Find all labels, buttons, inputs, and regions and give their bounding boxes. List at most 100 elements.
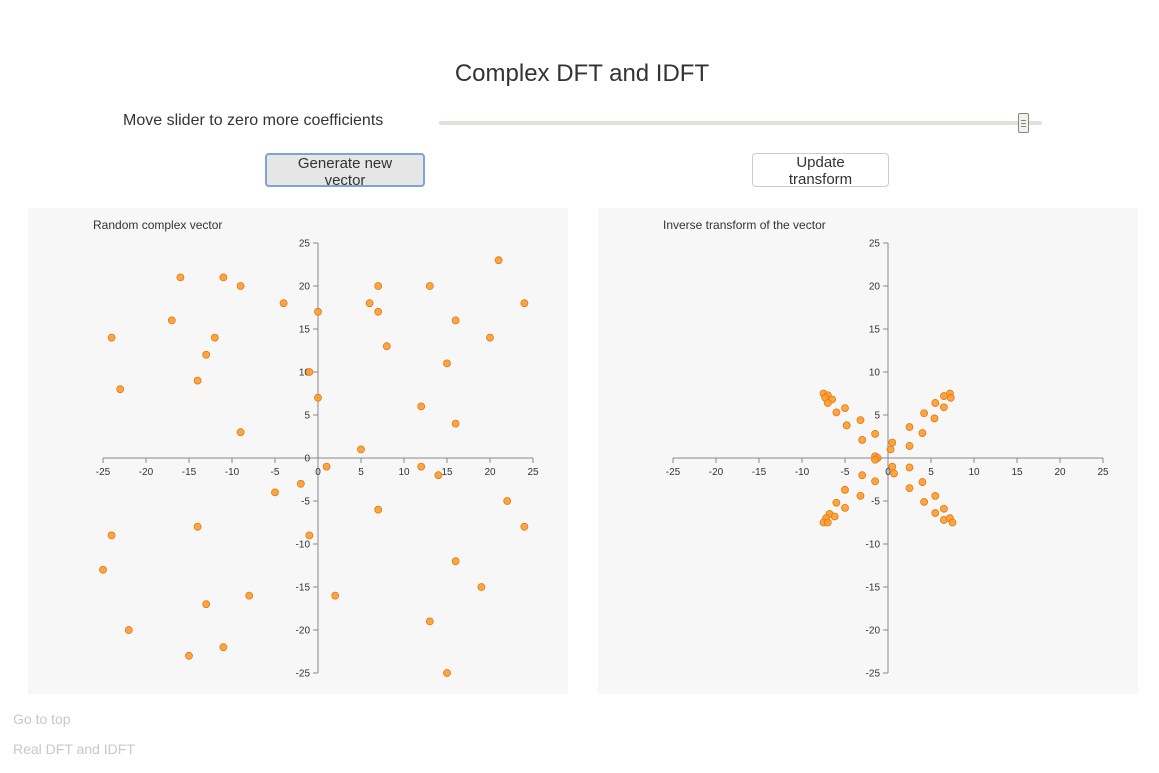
data-point	[888, 438, 897, 447]
y-tick-label: 0	[304, 454, 310, 465]
data-point	[939, 403, 948, 412]
data-point	[322, 462, 331, 471]
data-point	[920, 409, 929, 418]
real-dft-link[interactable]: Real DFT and IDFT	[13, 741, 135, 757]
y-tick-label: 15	[869, 325, 881, 336]
data-point	[124, 626, 133, 634]
data-point	[107, 531, 116, 540]
x-tick-label: 10	[398, 467, 410, 478]
x-tick-label: -25	[666, 467, 681, 478]
data-point	[477, 583, 486, 591]
data-point	[305, 368, 314, 376]
data-point	[858, 471, 867, 480]
data-point	[451, 316, 460, 325]
data-point	[193, 522, 202, 531]
data-point	[948, 518, 957, 527]
data-point	[219, 273, 228, 282]
x-tick-label: -10	[225, 467, 240, 478]
grip-line-icon	[1021, 123, 1026, 124]
x-tick-label: 20	[1054, 467, 1066, 478]
data-point	[271, 488, 279, 497]
data-point	[202, 600, 211, 609]
grip-line-icon	[1021, 120, 1026, 121]
data-point	[823, 518, 832, 527]
x-tick-label: -5	[271, 467, 280, 478]
x-tick-label: -5	[841, 467, 850, 478]
y-tick-label: 25	[299, 239, 311, 250]
data-point	[451, 419, 460, 428]
data-point	[494, 256, 503, 265]
data-point	[451, 557, 460, 566]
data-point	[167, 316, 176, 325]
data-point	[176, 273, 185, 282]
data-point	[331, 591, 340, 600]
data-point	[920, 497, 929, 506]
y-tick-label: -5	[301, 497, 310, 508]
y-tick-label: 10	[869, 368, 881, 379]
data-point	[314, 307, 322, 316]
y-tick-label: 5	[304, 411, 310, 422]
chart-title: Inverse transform of the vector	[663, 218, 826, 232]
data-point	[888, 462, 897, 471]
y-tick-label: -25	[866, 669, 881, 680]
x-tick-label: -10	[795, 467, 810, 478]
data-point	[871, 430, 880, 438]
y-tick-label: 5	[874, 411, 880, 422]
data-point	[245, 591, 254, 600]
x-tick-label: -20	[139, 467, 154, 478]
data-point	[520, 299, 529, 308]
data-point	[841, 485, 849, 494]
x-tick-label: 15	[441, 467, 453, 478]
data-point	[374, 282, 383, 290]
data-point	[842, 421, 851, 430]
data-point	[425, 282, 434, 290]
data-point	[365, 299, 374, 308]
page-title: Complex DFT and IDFT	[454, 60, 710, 87]
data-point	[931, 399, 940, 407]
x-tick-label: 5	[358, 467, 364, 478]
coefficient-slider-handle[interactable]	[1018, 113, 1029, 133]
x-tick-label: 5	[928, 467, 934, 478]
data-point	[236, 282, 245, 290]
x-tick-label: 25	[527, 467, 539, 478]
y-tick-label: 10	[299, 368, 311, 379]
x-tick-label: 15	[1011, 467, 1023, 478]
data-point	[823, 399, 832, 407]
y-tick-label: -25	[296, 669, 311, 680]
update-transform-button[interactable]: Update transform	[752, 153, 889, 188]
data-point	[832, 498, 841, 507]
data-point	[219, 643, 228, 652]
data-point	[434, 471, 443, 480]
data-point	[417, 462, 426, 471]
y-tick-label: 20	[869, 282, 881, 293]
inverse-transform-chart: Inverse transform of the vector -25 -20 -15…	[663, 218, 1109, 680]
data-point	[905, 442, 914, 450]
data-point	[296, 479, 305, 488]
data-point	[185, 651, 193, 660]
data-point	[856, 416, 865, 425]
x-tick-label: 0	[315, 467, 321, 478]
go-to-top-link[interactable]: Go to top	[13, 711, 71, 727]
x-tick-label: 0	[885, 467, 891, 478]
data-point	[905, 463, 914, 472]
generate-vector-button[interactable]: Generate new vector	[265, 153, 425, 189]
y-tick-label: -10	[866, 540, 881, 551]
x-tick-label: -25	[96, 467, 111, 478]
data-point	[931, 509, 940, 517]
data-point	[931, 491, 940, 500]
data-point	[918, 429, 927, 437]
y-tick-label: -5	[871, 497, 880, 508]
data-point	[236, 428, 245, 437]
grip-line-icon	[1021, 126, 1026, 127]
data-point	[946, 393, 955, 402]
coefficient-slider-track[interactable]	[439, 121, 1042, 125]
data-point	[858, 436, 867, 444]
data-point	[443, 359, 451, 368]
x-tick-label: -15	[752, 467, 767, 478]
data-point	[314, 393, 322, 402]
data-point	[918, 478, 927, 486]
data-point	[905, 423, 914, 431]
data-point	[886, 445, 895, 454]
data-point	[305, 531, 314, 540]
y-tick-label: 15	[299, 325, 311, 336]
